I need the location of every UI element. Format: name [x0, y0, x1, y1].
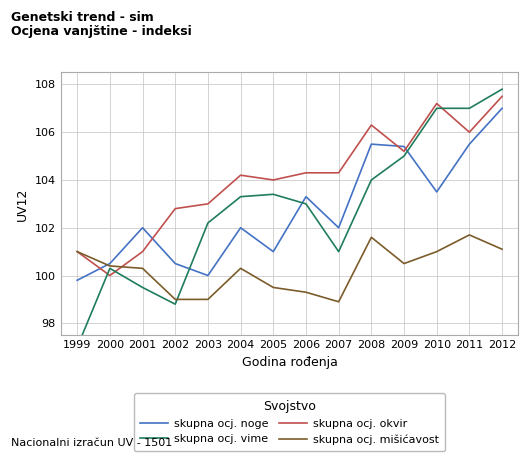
skupna ocj. mišićavost [368, 235, 375, 240]
skupna ocj. noge [74, 278, 80, 283]
X-axis label: Godina rođenja: Godina rođenja [242, 356, 338, 369]
skupna ocj. okvir [74, 249, 80, 254]
Text: Genetski trend - sim: Genetski trend - sim [11, 11, 153, 24]
skupna ocj. noge [401, 144, 407, 149]
skupna ocj. noge [172, 261, 178, 266]
skupna ocj. noge [270, 249, 277, 254]
skupna ocj. okvir [303, 170, 309, 175]
skupna ocj. vime [270, 192, 277, 197]
skupna ocj. mišićavost [205, 297, 211, 302]
Line: skupna ocj. vime: skupna ocj. vime [77, 89, 502, 347]
skupna ocj. vime [238, 194, 244, 199]
skupna ocj. vime [401, 154, 407, 159]
skupna ocj. mišićavost [303, 289, 309, 295]
Legend: skupna ocj. noge, skupna ocj. vime, skupna ocj. okvir, skupna ocj. mišićavost: skupna ocj. noge, skupna ocj. vime, skup… [134, 393, 445, 451]
skupna ocj. mišićavost [139, 265, 145, 271]
skupna ocj. okvir [270, 177, 277, 183]
skupna ocj. vime [139, 285, 145, 290]
skupna ocj. okvir [466, 130, 472, 135]
skupna ocj. mišićavost [172, 297, 178, 302]
skupna ocj. vime [107, 265, 113, 271]
skupna ocj. okvir [434, 101, 440, 106]
Line: skupna ocj. mišićavost: skupna ocj. mišićavost [77, 235, 502, 302]
skupna ocj. okvir [401, 149, 407, 154]
skupna ocj. mišićavost [499, 246, 505, 252]
skupna ocj. mišićavost [335, 299, 342, 304]
Line: skupna ocj. noge: skupna ocj. noge [77, 108, 502, 280]
skupna ocj. vime [499, 87, 505, 92]
skupna ocj. vime [335, 249, 342, 254]
Line: skupna ocj. okvir: skupna ocj. okvir [77, 96, 502, 275]
skupna ocj. okvir [368, 122, 375, 128]
skupna ocj. noge [499, 106, 505, 111]
skupna ocj. mišićavost [434, 249, 440, 254]
skupna ocj. noge [107, 261, 113, 266]
skupna ocj. vime [74, 344, 80, 350]
skupna ocj. okvir [205, 201, 211, 207]
skupna ocj. okvir [107, 273, 113, 278]
skupna ocj. mišićavost [107, 263, 113, 269]
skupna ocj. mišićavost [401, 261, 407, 266]
Y-axis label: UV12: UV12 [16, 187, 29, 221]
skupna ocj. okvir [172, 206, 178, 212]
skupna ocj. noge [139, 225, 145, 231]
skupna ocj. okvir [238, 173, 244, 178]
skupna ocj. noge [466, 141, 472, 147]
skupna ocj. okvir [499, 94, 505, 99]
skupna ocj. vime [303, 201, 309, 207]
skupna ocj. vime [466, 106, 472, 111]
skupna ocj. mišićavost [74, 249, 80, 254]
skupna ocj. vime [434, 106, 440, 111]
skupna ocj. mišićavost [238, 265, 244, 271]
skupna ocj. noge [368, 141, 375, 147]
skupna ocj. okvir [139, 249, 145, 254]
skupna ocj. vime [205, 220, 211, 226]
skupna ocj. noge [205, 273, 211, 278]
Text: Nacionalni izračun UV - 1501: Nacionalni izračun UV - 1501 [11, 439, 172, 448]
skupna ocj. noge [434, 189, 440, 195]
skupna ocj. vime [172, 301, 178, 307]
skupna ocj. mišićavost [270, 285, 277, 290]
Text: Ocjena vanjštine - indeksi: Ocjena vanjštine - indeksi [11, 25, 191, 38]
skupna ocj. okvir [335, 170, 342, 175]
skupna ocj. vime [368, 177, 375, 183]
skupna ocj. noge [303, 194, 309, 199]
skupna ocj. noge [238, 225, 244, 231]
skupna ocj. mišićavost [466, 232, 472, 238]
skupna ocj. noge [335, 225, 342, 231]
